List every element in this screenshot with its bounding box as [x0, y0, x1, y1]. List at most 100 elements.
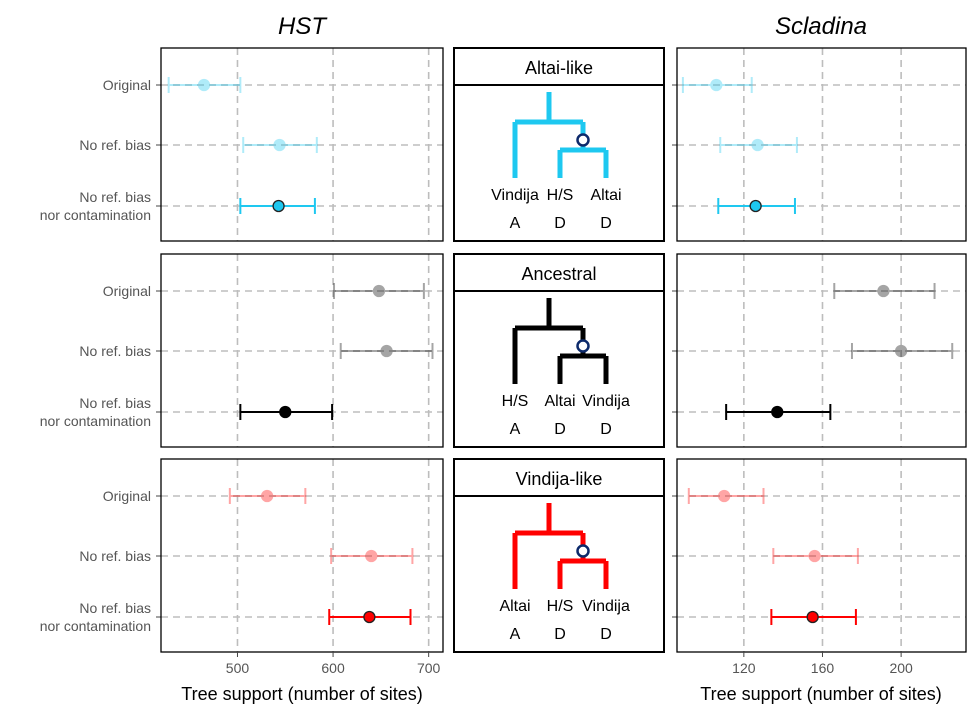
tree-leaf-state: A	[510, 626, 521, 643]
panel-border	[160, 253, 444, 448]
y-tick-label-text: Original	[103, 488, 151, 504]
y-tick-label: No ref. bias nor contamination	[40, 395, 151, 429]
data-point	[710, 78, 723, 92]
data-point-group	[228, 488, 307, 504]
tree-leaf-state: D	[554, 421, 566, 438]
data-point-group	[719, 137, 798, 153]
mutation-marker	[576, 133, 590, 147]
data-point-group	[687, 488, 765, 504]
mutation-marker	[576, 339, 590, 353]
data-point	[749, 199, 762, 213]
data-point-group	[725, 404, 832, 420]
tree-leaf-state: A	[510, 215, 521, 232]
tree-title: Ancestral	[521, 264, 596, 284]
data-point	[877, 284, 890, 298]
tree-leaf-state: A	[510, 421, 521, 438]
tree-leaf-label: H/S	[547, 187, 574, 204]
y-tick-label: No ref. bias	[79, 343, 151, 359]
y-tick-label-text: No ref. bias	[79, 343, 151, 359]
y-tick-label: Original	[103, 488, 151, 504]
tree-leaf-label: Altai	[590, 187, 621, 204]
data-point-group	[681, 77, 753, 93]
panel-border	[160, 458, 444, 653]
data-point-group	[239, 404, 334, 420]
mutation-marker	[576, 544, 590, 558]
data-point	[372, 284, 386, 298]
x-tick-label: 120	[732, 660, 756, 676]
tree-leaf-label: Vindija	[582, 393, 630, 410]
y-tick-label-line: No ref. bias	[79, 189, 151, 205]
tree-leaf-state: D	[554, 215, 566, 232]
tree-box-altai-like: Altai-like Vindija A H/S D Altai D	[453, 47, 665, 242]
y-tick-label-line: nor contamination	[40, 207, 151, 223]
data-point	[808, 549, 821, 563]
data-point	[894, 344, 908, 358]
data-point-group	[239, 198, 316, 214]
tree-leaf-label: Altai	[544, 393, 575, 410]
data-point-group	[717, 198, 796, 214]
tree-leaf-label: Vindija	[582, 598, 630, 615]
data-point	[806, 610, 819, 624]
data-point-group	[242, 137, 318, 153]
panel-border	[676, 253, 967, 448]
data-point-group	[850, 343, 954, 359]
tree-title: Altai-like	[525, 58, 593, 78]
tree-leaf-state: D	[554, 626, 566, 643]
data-point-group	[333, 283, 425, 299]
column-title-scladina: Scladina	[775, 13, 867, 40]
data-point	[260, 489, 274, 503]
panel-scladina-vindija-like: 120 160 200	[672, 458, 967, 676]
y-tick-label: No ref. bias	[79, 548, 151, 564]
panel-hst-ancestral	[156, 253, 444, 448]
tree-box-border	[453, 47, 665, 242]
data-point-group	[328, 609, 412, 625]
tree-title: Vindija-like	[516, 469, 603, 489]
tree-box-border	[453, 253, 665, 448]
tree-leaf-label: H/S	[547, 598, 574, 615]
y-tick-label: No ref. bias nor contamination	[40, 600, 151, 634]
y-tick-label-line: No ref. bias	[79, 395, 151, 411]
data-point-group	[330, 548, 414, 564]
data-point	[718, 489, 731, 503]
data-point-group	[833, 283, 936, 299]
x-tick-label: 600	[321, 660, 345, 676]
data-point	[771, 405, 784, 419]
x-tick-label: 160	[811, 660, 835, 676]
y-tick-label-line: nor contamination	[40, 413, 151, 429]
tree-box-ancestral: Ancestral H/S A Altai D Vindija D	[453, 253, 665, 448]
data-point	[380, 344, 393, 358]
y-tick-label-text: No ref. bias	[79, 548, 151, 564]
panel-border	[160, 47, 444, 242]
tree-leaf-label: Vindija	[491, 187, 539, 204]
tree-leaf-state: D	[600, 626, 612, 643]
x-axis-title-scladina: Tree support (number of sites)	[700, 684, 941, 704]
data-point-group	[772, 548, 859, 564]
y-tick-label: Original	[103, 77, 151, 93]
panel-border	[676, 47, 967, 242]
tree-leaf-label: Altai	[499, 598, 530, 615]
tree-box-vindija-like: Vindija-like Altai A H/S D Vindija D	[453, 458, 665, 653]
data-point	[273, 138, 286, 152]
data-point	[751, 138, 764, 152]
data-point	[365, 549, 378, 563]
x-tick-label: 500	[226, 660, 250, 676]
y-tick-label-text: Original	[103, 283, 151, 299]
tree-leaf-state: D	[600, 421, 612, 438]
y-tick-label-text: No ref. bias	[79, 137, 151, 153]
tree-leaf-state: D	[600, 215, 612, 232]
data-point	[272, 199, 285, 213]
panel-scladina-altai-like	[672, 47, 967, 242]
y-tick-label: Original	[103, 283, 151, 299]
data-point-group	[339, 343, 434, 359]
panel-hst-vindija-like: 500 600 700	[156, 458, 444, 676]
data-point	[363, 610, 376, 624]
panel-hst-altai-like	[156, 47, 444, 242]
x-axis-title-hst: Tree support (number of sites)	[181, 684, 422, 704]
y-tick-label-line: nor contamination	[40, 618, 151, 634]
y-tick-label-text: Original	[103, 77, 151, 93]
y-tick-label: No ref. bias	[79, 137, 151, 153]
data-point	[197, 78, 211, 92]
panel-border	[676, 458, 967, 653]
column-title-hst: HST	[278, 13, 328, 40]
